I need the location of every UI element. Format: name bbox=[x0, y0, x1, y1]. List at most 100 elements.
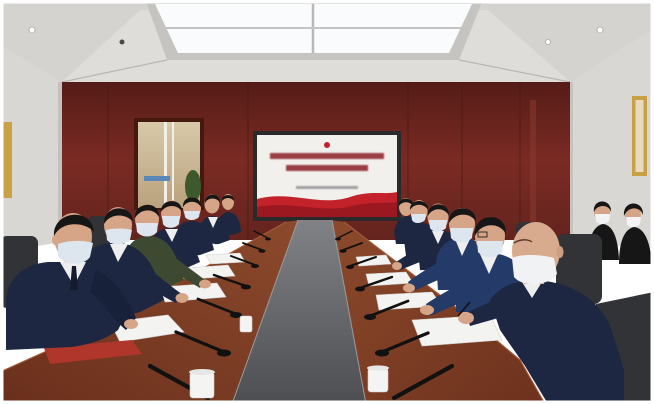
hair bbox=[398, 198, 414, 206]
microphone-base bbox=[375, 349, 389, 357]
glass-door-bar bbox=[164, 122, 167, 208]
ceiling-camera bbox=[119, 39, 125, 45]
table-center-strip bbox=[232, 220, 366, 404]
microphone bbox=[230, 255, 256, 266]
arm bbox=[396, 245, 430, 270]
ear bbox=[556, 246, 564, 258]
mask bbox=[411, 214, 426, 223]
hair bbox=[448, 208, 477, 223]
arm bbox=[160, 250, 205, 288]
microphone-base bbox=[251, 264, 259, 268]
attendee-left-7 bbox=[219, 194, 241, 235]
ceiling-spotlight bbox=[28, 26, 36, 34]
microphone-base bbox=[258, 249, 266, 253]
mask bbox=[106, 228, 132, 245]
attendee-left-1 bbox=[6, 213, 138, 350]
microphone bbox=[368, 299, 410, 318]
potted-plant bbox=[185, 170, 201, 202]
tea-cup-lid bbox=[189, 369, 215, 375]
shirt-collar bbox=[480, 254, 498, 274]
microphone-base bbox=[217, 349, 231, 357]
microphone bbox=[174, 330, 226, 354]
eyeglasses bbox=[477, 231, 488, 238]
ceiling-edge-right bbox=[458, 59, 571, 83]
chair-right bbox=[556, 234, 602, 304]
ceiling-edge-left bbox=[61, 59, 168, 83]
mask bbox=[512, 255, 557, 285]
hair bbox=[623, 203, 644, 216]
hair bbox=[53, 214, 94, 236]
tea-cup bbox=[367, 367, 389, 393]
microphone bbox=[380, 331, 430, 354]
hand bbox=[458, 312, 474, 324]
microphones-left bbox=[147, 230, 271, 401]
tea-cup-lid bbox=[367, 365, 389, 371]
mask bbox=[626, 217, 641, 227]
mask bbox=[595, 214, 610, 224]
mask bbox=[429, 220, 447, 232]
ceiling-spotlight bbox=[596, 26, 604, 34]
mask bbox=[58, 240, 93, 264]
background-attendee-2 bbox=[619, 203, 652, 264]
microphone-base bbox=[364, 314, 376, 320]
hand bbox=[420, 305, 434, 315]
left-wall bbox=[0, 44, 64, 252]
dark-coat bbox=[619, 227, 652, 264]
arm bbox=[408, 258, 452, 292]
hair bbox=[474, 216, 507, 236]
hair bbox=[160, 201, 183, 212]
microphone bbox=[342, 242, 363, 251]
microphones-right bbox=[335, 230, 455, 401]
mask bbox=[477, 241, 503, 258]
microphone bbox=[196, 297, 238, 316]
attendee-left-5 bbox=[176, 197, 214, 256]
microphone-base bbox=[346, 265, 354, 269]
ceiling bbox=[0, 0, 654, 84]
mask bbox=[136, 223, 158, 237]
hair bbox=[182, 197, 202, 207]
left-wall-corner bbox=[58, 82, 64, 242]
hair bbox=[427, 204, 450, 216]
necktie bbox=[70, 266, 78, 290]
shirt-collar bbox=[110, 244, 128, 262]
hand bbox=[403, 283, 415, 293]
mask bbox=[450, 228, 473, 243]
tea-cups bbox=[189, 315, 389, 399]
document bbox=[355, 254, 392, 267]
shirt-collar bbox=[208, 217, 218, 228]
microphone-base bbox=[230, 312, 242, 318]
ceiling-spotlight bbox=[545, 39, 551, 45]
microphone bbox=[253, 230, 269, 239]
eyebrow bbox=[513, 239, 533, 244]
microphone bbox=[391, 363, 455, 401]
microphone bbox=[212, 273, 248, 288]
hand bbox=[392, 262, 402, 270]
center-strip-edge bbox=[331, 219, 367, 404]
attendee-right-1-bald bbox=[457, 222, 624, 404]
left-wall-gold-frame bbox=[2, 122, 12, 198]
pen bbox=[457, 301, 471, 317]
mask bbox=[162, 216, 180, 228]
hair bbox=[103, 208, 133, 224]
hand bbox=[124, 319, 138, 329]
microphone-base bbox=[265, 237, 271, 241]
arm bbox=[138, 262, 182, 303]
screen-emblem bbox=[324, 142, 330, 148]
microphone bbox=[337, 230, 353, 239]
interior-blue-sign bbox=[144, 176, 170, 181]
microphone-base bbox=[241, 284, 251, 290]
arm bbox=[426, 280, 472, 316]
right-wall-surface bbox=[570, 28, 654, 250]
shirt-collar bbox=[455, 239, 470, 256]
ear bbox=[52, 235, 58, 245]
glass-doorway bbox=[134, 118, 204, 210]
mask bbox=[184, 211, 200, 220]
screen-text-lines bbox=[270, 153, 384, 189]
arm bbox=[466, 296, 512, 326]
hand bbox=[199, 279, 211, 289]
microphone-base bbox=[355, 286, 365, 292]
arm bbox=[90, 270, 136, 330]
glass-door-bar bbox=[172, 122, 174, 208]
screen-red-wave-dark bbox=[257, 202, 397, 217]
